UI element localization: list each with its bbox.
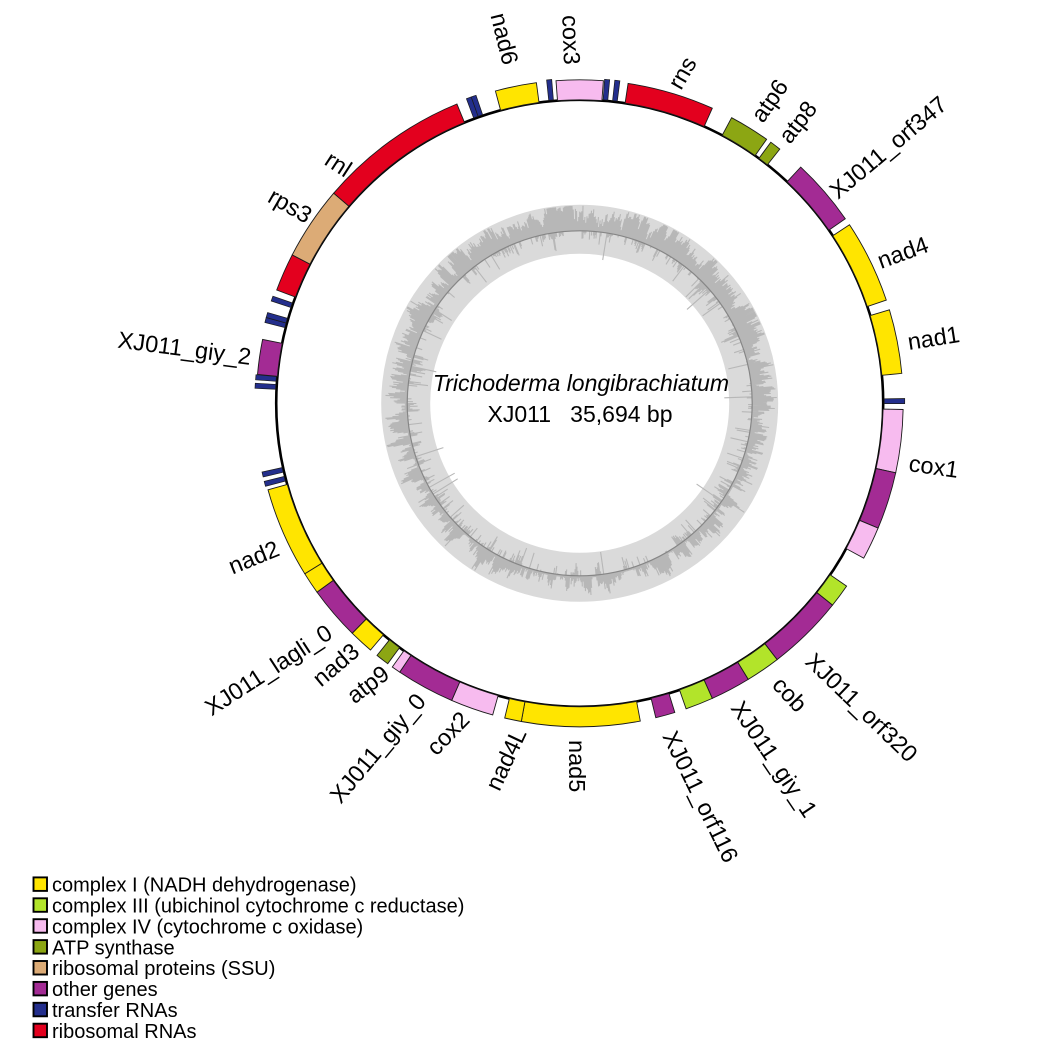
svg-text:XJ011_orf320: XJ011_orf320 (801, 648, 923, 767)
svg-text:Trichoderma longibrachiatum: Trichoderma longibrachiatum (433, 370, 729, 396)
svg-text:XJ011 35,694 bp: XJ011 35,694 bp (488, 401, 673, 427)
svg-text:transfer RNAs: transfer RNAs (52, 1000, 178, 1022)
svg-text:rns: rns (663, 52, 702, 93)
svg-text:cox3: cox3 (557, 15, 585, 66)
svg-text:ribosomal RNAs: ribosomal RNAs (52, 1021, 196, 1043)
svg-text:XJ011_orf347: XJ011_orf347 (825, 91, 952, 204)
svg-text:nad1: nad1 (906, 321, 962, 355)
svg-text:cox1: cox1 (907, 450, 960, 483)
svg-text:XJ011_giy_1: XJ011_giy_1 (726, 696, 823, 822)
svg-text:cox2: cox2 (421, 706, 474, 760)
svg-text:XJ011_orf116: XJ011_orf116 (658, 727, 744, 867)
svg-text:XJ011_giy_0: XJ011_giy_0 (325, 689, 431, 808)
svg-text:nad2: nad2 (225, 536, 283, 580)
svg-text:nad4: nad4 (874, 231, 932, 273)
svg-text:other genes: other genes (52, 979, 158, 1001)
svg-text:nad4L: nad4L (480, 724, 531, 794)
svg-text:nad6: nad6 (486, 10, 524, 67)
svg-text:complex III (ubichinol cytochr: complex III (ubichinol cytochrome c redu… (52, 896, 464, 918)
svg-text:cob: cob (767, 672, 812, 717)
svg-text:ATP synthase: ATP synthase (52, 937, 175, 959)
svg-text:ribosomal proteins (SSU): ribosomal proteins (SSU) (52, 958, 275, 980)
svg-text:nad5: nad5 (564, 740, 590, 792)
svg-text:XJ011_giy_2: XJ011_giy_2 (116, 327, 252, 370)
svg-text:rps3: rps3 (264, 183, 317, 228)
svg-text:complex I (NADH dehydrogenase): complex I (NADH dehydrogenase) (52, 875, 357, 897)
svg-text:complex IV (cytochrome c oxida: complex IV (cytochrome c oxidase) (52, 916, 363, 938)
